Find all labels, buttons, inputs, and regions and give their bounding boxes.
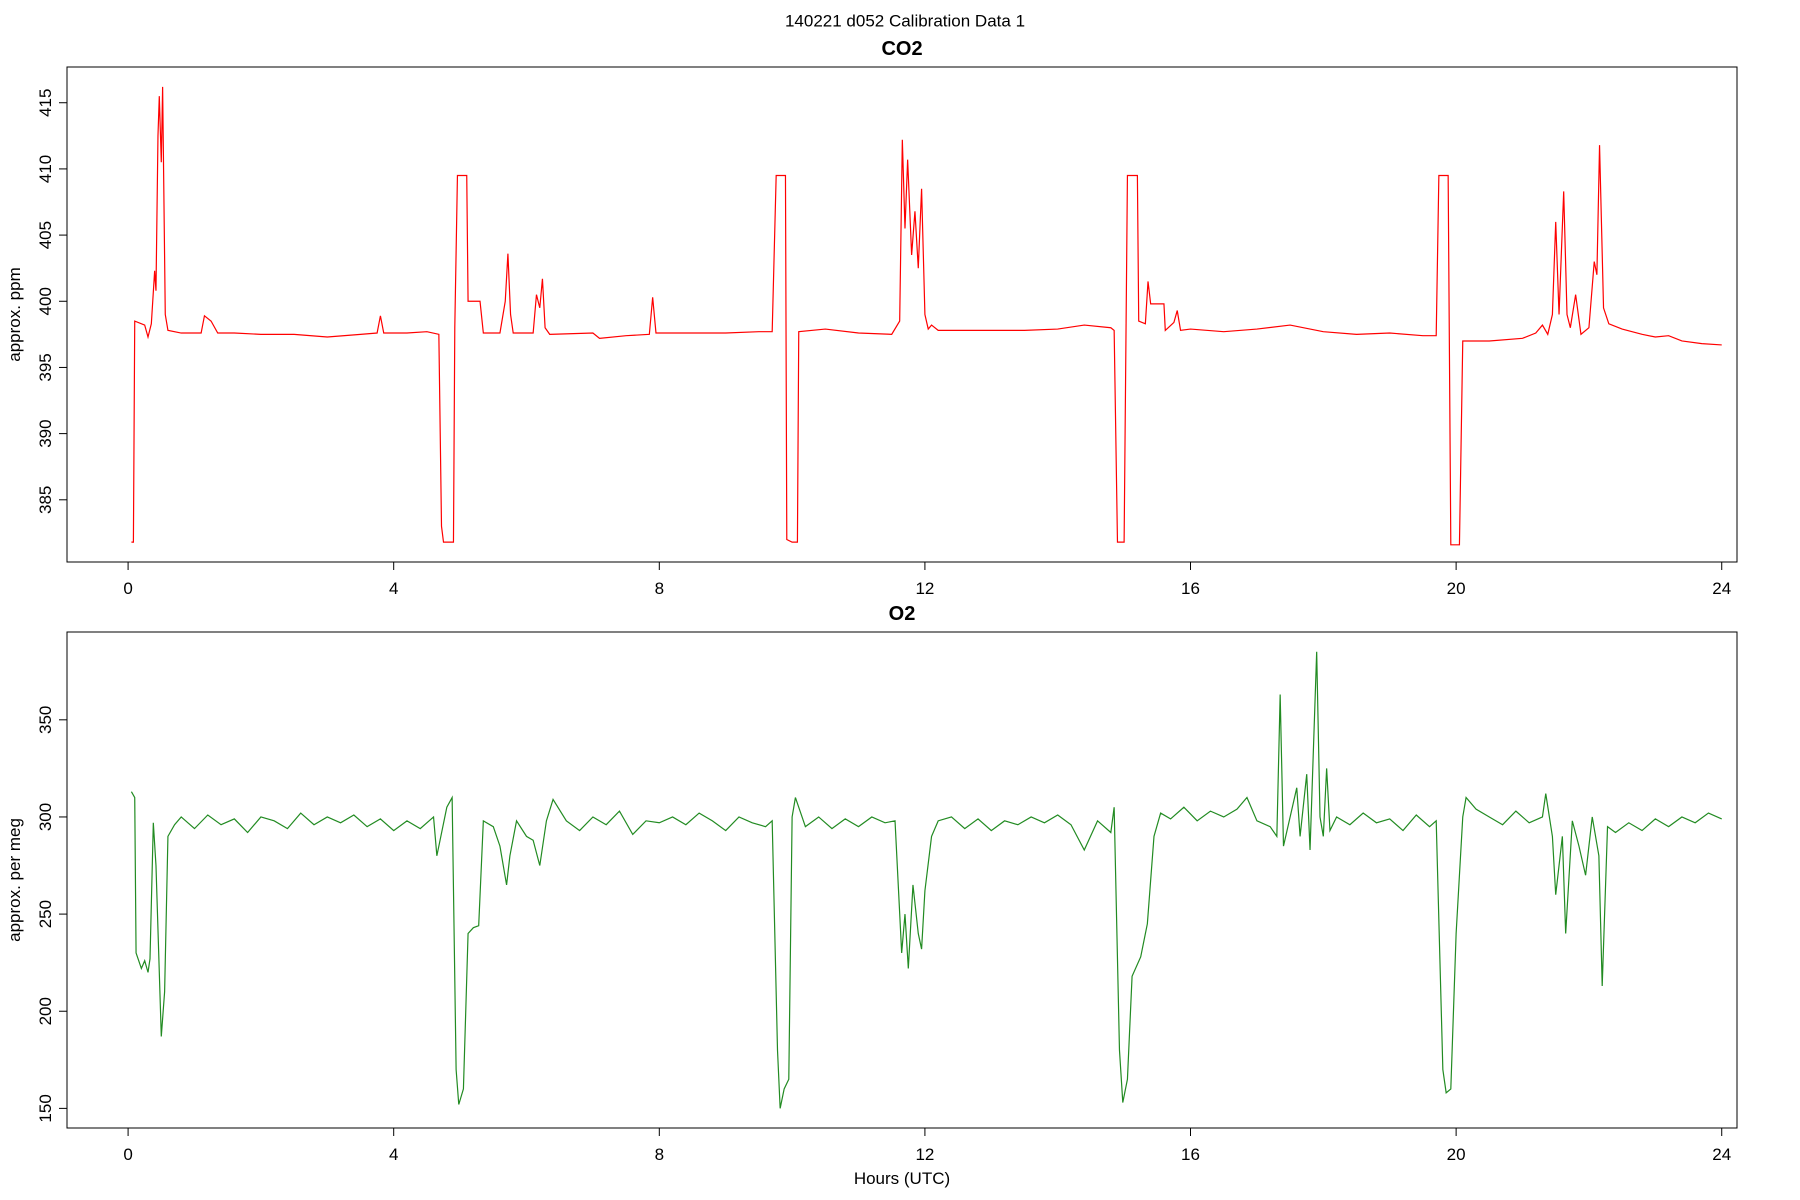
y-tick-label: 350 [36, 706, 55, 734]
y-tick-label: 200 [36, 997, 55, 1025]
plot-frame [66, 631, 1738, 1129]
x-tick-label: 20 [1447, 1145, 1466, 1164]
y-tick-label: 400 [36, 287, 55, 315]
x-tick-label: 20 [1447, 579, 1466, 598]
y-axis-label: approx. ppm [5, 267, 24, 362]
y-tick-label: 300 [36, 803, 55, 831]
plot-frame [66, 66, 1738, 563]
panel-title: O2 [889, 603, 916, 625]
x-tick-label: 12 [915, 1145, 934, 1164]
x-tick-label: 4 [389, 579, 398, 598]
y-tick-label: 410 [36, 155, 55, 183]
x-axis-label: Hours (UTC) [854, 1169, 950, 1188]
x-tick-label: 0 [123, 579, 132, 598]
y-tick-label: 150 [36, 1094, 55, 1122]
data-line [131, 86, 1722, 546]
x-tick-label: 8 [655, 1145, 664, 1164]
x-tick-label: 16 [1181, 579, 1200, 598]
y-tick-label: 405 [36, 221, 55, 249]
x-tick-label: 12 [915, 579, 934, 598]
x-tick-label: 24 [1712, 579, 1731, 598]
data-line [130, 651, 1722, 1109]
x-tick-label: 0 [123, 1145, 132, 1164]
x-tick-label: 16 [1181, 1145, 1200, 1164]
panel-title: CO2 [881, 38, 922, 60]
y-tick-label: 385 [36, 486, 55, 514]
x-tick-label: 24 [1712, 1145, 1731, 1164]
y-tick-label: 395 [36, 353, 55, 381]
y-tick-label: 390 [36, 419, 55, 447]
figure-title: 140221 d052 Calibration Data 1 [785, 11, 1025, 30]
x-tick-label: 8 [655, 579, 664, 598]
y-tick-label: 250 [36, 900, 55, 928]
y-axis-label: approx. per meg [5, 818, 24, 942]
y-tick-label: 415 [36, 89, 55, 117]
x-tick-label: 4 [389, 1145, 398, 1164]
